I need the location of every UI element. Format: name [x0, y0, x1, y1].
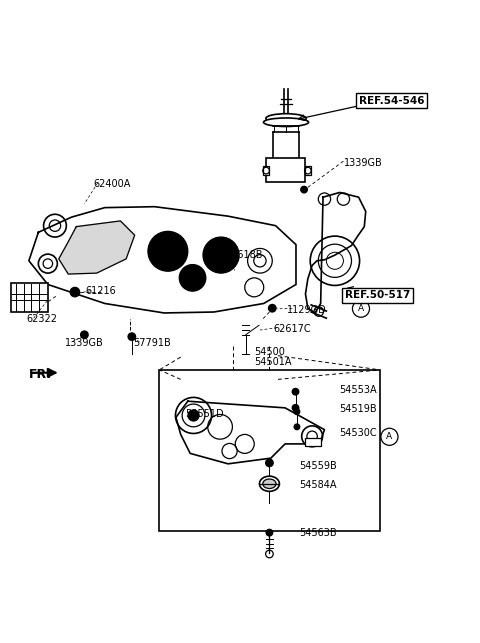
Bar [304, 439, 321, 446]
Circle shape [265, 459, 273, 467]
Ellipse shape [264, 118, 309, 127]
Ellipse shape [260, 476, 279, 491]
Circle shape [148, 231, 188, 271]
Text: 54584A: 54584A [300, 480, 337, 490]
Bar [304, 166, 311, 176]
Circle shape [188, 410, 199, 421]
Circle shape [203, 237, 239, 273]
Text: 54563B: 54563B [300, 528, 337, 538]
Ellipse shape [263, 479, 276, 489]
Text: 54551D: 54551D [185, 409, 224, 419]
Polygon shape [305, 192, 366, 313]
Text: 1339GB: 1339GB [344, 158, 383, 168]
Text: 54501A: 54501A [254, 357, 292, 367]
Circle shape [292, 404, 299, 411]
Text: 1339GB: 1339GB [64, 338, 103, 348]
Text: 54559B: 54559B [300, 461, 337, 471]
Text: FR.: FR. [29, 368, 52, 381]
Text: 62400A: 62400A [93, 179, 130, 189]
Text: 54553A: 54553A [340, 385, 377, 395]
Circle shape [268, 304, 276, 312]
Text: 61216: 61216 [86, 285, 117, 296]
Circle shape [294, 424, 300, 430]
Ellipse shape [266, 114, 306, 123]
Text: REF.50-517: REF.50-517 [345, 291, 410, 300]
Text: 62618B: 62618B [226, 250, 263, 260]
Circle shape [156, 239, 180, 264]
Polygon shape [176, 401, 324, 464]
Circle shape [128, 333, 136, 341]
Polygon shape [59, 221, 135, 274]
Circle shape [211, 244, 231, 266]
Circle shape [179, 264, 206, 291]
Bar [12, 282, 48, 312]
Text: 54519B: 54519B [340, 404, 377, 414]
Text: 54530C: 54530C [340, 428, 377, 438]
Text: 1129GD: 1129GD [288, 305, 327, 314]
Text: REF.54-546: REF.54-546 [359, 96, 425, 106]
Bar [159, 370, 380, 531]
Bar [263, 166, 269, 176]
Circle shape [266, 529, 273, 536]
Circle shape [70, 287, 80, 297]
Text: A: A [386, 432, 393, 441]
Circle shape [81, 331, 88, 339]
Text: 57791B: 57791B [133, 338, 171, 348]
Text: 54500: 54500 [254, 347, 285, 358]
Bar [266, 158, 305, 181]
Circle shape [301, 186, 307, 193]
Text: A: A [358, 304, 364, 313]
Text: 62617C: 62617C [273, 323, 311, 334]
Circle shape [294, 409, 300, 415]
Circle shape [185, 271, 200, 285]
Text: 62322: 62322 [26, 314, 58, 324]
Circle shape [232, 257, 236, 261]
Circle shape [292, 388, 299, 395]
Polygon shape [29, 206, 296, 313]
